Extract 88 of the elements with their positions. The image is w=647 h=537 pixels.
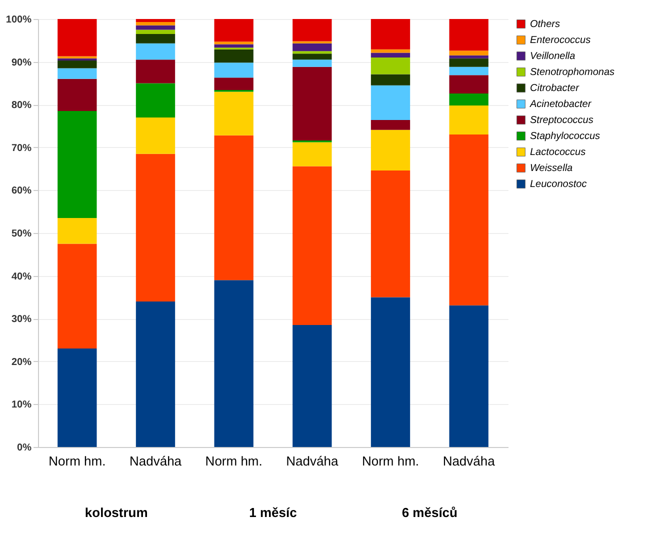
y-tick-label: 60% xyxy=(11,186,32,197)
bar xyxy=(449,50,488,56)
text: kolostrum xyxy=(84,505,148,520)
bar xyxy=(449,58,488,67)
y-tick-label: 20% xyxy=(11,356,32,368)
legend-label: Staphylococcus xyxy=(530,131,600,142)
bar xyxy=(449,93,488,106)
x-tick-label: Nadváha xyxy=(129,454,182,468)
x-tick-label: Norm hm. xyxy=(362,454,420,468)
bar xyxy=(370,52,410,58)
x-tick-label: Nadváha xyxy=(442,454,496,468)
x-tick-label: Norm hm. xyxy=(205,454,262,468)
bar xyxy=(214,19,254,42)
bar xyxy=(58,218,97,244)
legend-label: Streptococcus xyxy=(530,115,594,126)
y-tick-label: 40% xyxy=(11,271,32,282)
bar xyxy=(214,135,254,280)
bar xyxy=(370,85,410,120)
legend-label: Others xyxy=(530,19,560,30)
bar xyxy=(292,60,332,67)
bar xyxy=(58,78,97,112)
bar xyxy=(292,19,332,42)
bar xyxy=(58,58,97,61)
bar xyxy=(136,60,176,84)
bar xyxy=(292,54,332,60)
bar xyxy=(449,19,488,51)
legend-label: Acinetobacter xyxy=(529,99,592,110)
bar xyxy=(136,34,176,44)
bar xyxy=(58,348,97,447)
bar xyxy=(370,120,410,130)
bar xyxy=(136,22,176,26)
bar xyxy=(292,325,332,447)
bar xyxy=(214,62,254,78)
y-tick-label: 70% xyxy=(11,142,32,154)
bar xyxy=(370,74,410,86)
bar xyxy=(370,58,410,74)
bar xyxy=(58,244,97,349)
bar xyxy=(449,134,488,306)
legend-label: Leuconostoc xyxy=(530,179,587,190)
bar xyxy=(136,30,176,34)
bar xyxy=(214,42,254,44)
bar xyxy=(449,105,488,135)
y-tick-label: 30% xyxy=(11,314,32,326)
bar xyxy=(136,301,176,447)
y-tick-label: 100% xyxy=(6,14,32,26)
y-tick-label: 80% xyxy=(11,100,32,112)
bar xyxy=(58,68,97,79)
x-tick-label: Norm hm. xyxy=(48,454,106,468)
bar xyxy=(292,166,332,326)
bar xyxy=(214,49,254,63)
bar xyxy=(136,83,176,118)
y-tick-label: 90% xyxy=(11,57,32,68)
bar xyxy=(58,111,97,218)
y-tick-label: 50% xyxy=(11,228,32,240)
bar xyxy=(370,130,410,171)
bar xyxy=(370,19,410,50)
bar xyxy=(136,117,176,154)
legend-label: Lactococcus xyxy=(530,147,586,158)
bar xyxy=(449,75,488,94)
bar xyxy=(136,25,176,30)
y-tick-label: 0% xyxy=(17,442,32,454)
text: 6 měsíců xyxy=(402,505,458,520)
x-tick-label: Nadváha xyxy=(286,454,339,468)
bar xyxy=(58,19,97,56)
y-tick-label: 10% xyxy=(11,400,32,411)
bar xyxy=(214,78,254,90)
bar xyxy=(370,170,410,298)
bar xyxy=(370,49,410,53)
bar xyxy=(292,142,332,166)
legend-label: Veillonella xyxy=(530,51,576,62)
bar xyxy=(449,305,488,447)
legend-label: Stenotrophomonas xyxy=(530,67,615,78)
text: 1 měsíc xyxy=(249,505,297,520)
bar xyxy=(214,92,254,136)
bar xyxy=(370,297,410,447)
bar xyxy=(136,154,176,302)
bar xyxy=(292,43,332,52)
bar xyxy=(136,43,176,60)
bar xyxy=(58,60,97,68)
legend-label: Enterococcus xyxy=(530,35,591,46)
legend-label: Citrobacter xyxy=(530,83,580,94)
legend-label: Weissella xyxy=(530,163,574,174)
bar xyxy=(449,55,488,58)
bar xyxy=(136,19,176,22)
bar xyxy=(292,51,332,54)
bar xyxy=(214,280,254,447)
bar xyxy=(449,66,488,76)
bar xyxy=(292,66,332,141)
